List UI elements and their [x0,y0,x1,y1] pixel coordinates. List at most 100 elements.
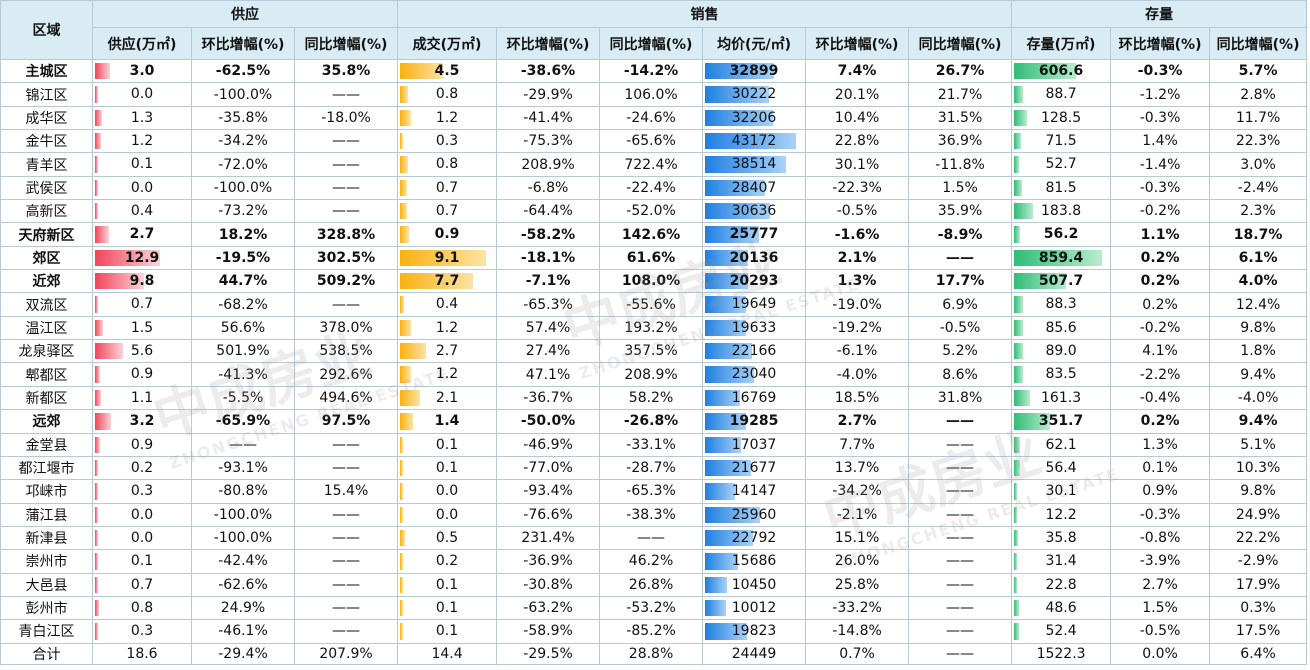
cell-stock-mom: 0.2% [1110,269,1211,294]
table-row: 青羊区 0.1 -72.0% —— 0.8 208.9% 722.4% 38514 30.1% -… [0,152,1308,177]
cell-price-yoy: —— [908,502,1013,527]
cell-price: 19633 [702,315,807,341]
cell-stock-mom: -0.3% [1110,175,1211,201]
header-sales-mom: 环比增幅(%) [496,27,601,60]
value-bar [705,343,753,360]
total-cell-region: 合计 [0,642,93,665]
cell-value: 0.4 [130,203,154,220]
cell-price-yoy: 31.8% [908,385,1013,411]
cell-price-yoy: 31.5% [908,105,1013,131]
value-bar [1014,506,1018,523]
value-bar [95,249,160,267]
cell-supply-area: 0.0 [92,525,192,551]
cell-price: 15686 [702,549,807,574]
table-row: 新津县 0.0 -100.0% —— 0.5 231.4% —— 22792 15.1% —— 35… [0,525,1308,551]
cell-stock-mom: -0.2% [1110,199,1211,224]
value-bar [1014,319,1024,337]
cell-price: 20136 [702,245,807,271]
cell-sales-yoy: 26.8% [599,572,704,597]
value-bar [705,436,742,453]
cell-sales-yoy: -22.4% [599,175,704,201]
cell-value: 89.0 [1045,343,1077,360]
cell-stock-area: 52.4 [1011,619,1112,644]
cell-value: 183.8 [1041,203,1082,220]
cell-price: 28407 [702,175,807,201]
value-bar [400,133,404,150]
cell-stock-area: 35.8 [1011,525,1112,551]
value-bar [400,203,408,220]
value-bar [1014,553,1018,570]
cell-stock-mom: 1.1% [1110,222,1211,247]
cell-price-mom: -34.2% [805,479,910,504]
cell-stock-mom: -2.2% [1110,362,1211,387]
cell-value: 859.4 [1038,249,1084,266]
cell-sales-area: 0.1 [397,455,498,481]
cell-supply-yoy: 509.2% [293,269,399,294]
cell-supply-mom: -65.9% [191,409,295,434]
cell-supply-yoy: —— [293,175,399,201]
value-bar [400,623,404,640]
table-row: 龙泉驿区 5.6 501.9% 538.5% 2.7 27.4% 357.5% 22166 -6… [0,339,1308,364]
cell-stock-area: 62.1 [1011,432,1112,457]
value-bar [1014,179,1023,197]
cell-supply-area: 0.2 [92,455,192,481]
cell-stock-yoy: 2.3% [1209,199,1308,224]
cell-price-mom: -33.2% [805,595,910,621]
value-bar [400,483,404,500]
value-bar [1014,599,1020,617]
cell-sales-mom: -75.3% [496,129,601,154]
cell-stock-mom: -0.3% [1110,105,1211,131]
cell-stock-area: 30.1 [1011,479,1112,504]
cell-price: 38514 [702,152,807,177]
cell-price-yoy: 21.7% [908,82,1013,107]
cell-region: 大邑县 [0,572,93,597]
cell-price: 14147 [702,479,807,504]
cell-stock-yoy: 1.8% [1209,339,1308,364]
value-bar [705,226,760,243]
cell-value: 0.7 [435,203,459,220]
cell-sales-mom: -36.7% [496,385,601,411]
cell-stock-yoy: 22.3% [1209,129,1308,154]
cell-region: 青白江区 [0,619,93,644]
value-bar [1014,86,1024,103]
cell-value: 1.1 [130,389,154,406]
cell-value: 507.7 [1038,273,1084,290]
cell-price-yoy: 6.9% [908,292,1013,317]
cell-sales-mom: -36.9% [496,549,601,574]
cell-value: 0.1 [435,623,459,640]
cell-price-yoy: 35.9% [908,199,1013,224]
cell-value: 128.5 [1041,109,1082,126]
cell-price-mom: 1.3% [805,269,910,294]
cell-value: 0.8 [435,86,459,103]
value-bar [400,413,414,430]
cell-price-yoy: -8.9% [908,222,1013,247]
cell-stock-mom: -0.3% [1110,502,1211,527]
cell-sales-yoy: -85.2% [599,619,704,644]
cell-stock-mom: -0.4% [1110,385,1211,411]
cell-price-mom: -14.8% [805,619,910,644]
header-price: 均价(元/㎡) [702,27,807,60]
cell-sales-mom: -76.6% [496,502,601,527]
value-bar [1014,133,1022,150]
cell-stock-yoy: 10.3% [1209,455,1308,481]
value-bar [95,156,98,173]
table-row: 郫都区 0.9 -41.3% 292.6% 1.2 47.1% 208.9% 23040 -4.… [0,362,1308,387]
table-row: 锦江区 0.0 -100.0% —— 0.8 -29.9% 106.0% 30222 20.1%… [0,82,1308,107]
cell-sales-yoy: -38.3% [599,502,704,527]
cell-price-mom: 7.4% [805,58,910,84]
cell-stock-mom: 0.9% [1110,479,1211,504]
value-bar [400,109,412,127]
cell-price: 21677 [702,455,807,481]
cell-value: 1.3 [130,109,154,126]
cell-price: 32206 [702,105,807,131]
table-row: 都江堰市 0.2 -93.1% —— 0.1 -77.0% -28.7% 21677 13.7%… [0,455,1308,481]
cell-stock-area: 606.6 [1011,58,1112,84]
value-bar [705,576,728,593]
cell-price: 19285 [702,409,807,434]
cell-supply-area: 3.2 [92,409,192,434]
cell-price: 19649 [702,292,807,317]
cell-supply-mom: -35.8% [191,105,295,131]
cell-stock-yoy: -4.0% [1209,385,1308,411]
value-bar [400,249,487,267]
cell-region: 龙泉驿区 [0,339,93,364]
